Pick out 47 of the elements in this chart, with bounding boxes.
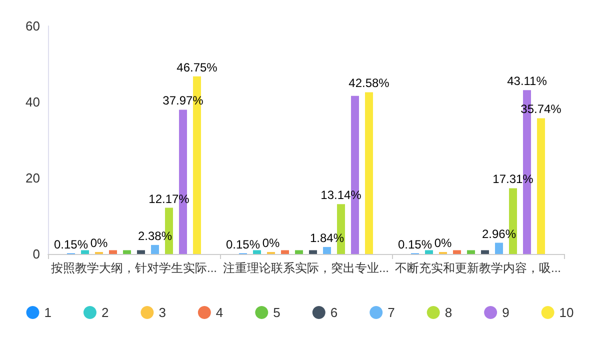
x-tick-label: 注重理论联系实际，突出专业... bbox=[222, 261, 390, 275]
data-label: 0% bbox=[434, 236, 452, 250]
legend-label: 1 bbox=[44, 305, 52, 320]
legend-label: 3 bbox=[158, 305, 166, 320]
data-label: 12.17% bbox=[148, 192, 190, 206]
legend-label: 7 bbox=[388, 305, 395, 320]
data-label: 0% bbox=[262, 236, 280, 250]
bar bbox=[323, 247, 331, 254]
bar bbox=[109, 250, 117, 254]
bar bbox=[295, 250, 303, 254]
bar bbox=[151, 244, 159, 254]
bar bbox=[81, 250, 89, 254]
legend-label: 5 bbox=[273, 305, 280, 320]
legend-label: 10 bbox=[559, 305, 574, 320]
bar bbox=[481, 250, 489, 254]
x-tick-label: 不断充实和更新教学内容，吸... bbox=[394, 261, 562, 275]
x-tick-label: 按照教学大纲，针对学生实际... bbox=[50, 261, 218, 275]
data-label: 35.74% bbox=[520, 102, 562, 116]
data-label: 0% bbox=[90, 236, 108, 250]
data-label: 43.11% bbox=[507, 74, 548, 88]
data-label: 0.15% bbox=[226, 237, 260, 252]
legend-label: 6 bbox=[330, 305, 338, 320]
data-label: 17.31% bbox=[492, 172, 534, 186]
y-tick-label: 0 bbox=[32, 246, 40, 262]
legend-label: 8 bbox=[444, 305, 452, 320]
y-tick-label: 40 bbox=[26, 94, 40, 110]
y-tick-label: 60 bbox=[26, 18, 40, 34]
bar bbox=[537, 118, 545, 254]
data-label: 0.15% bbox=[54, 237, 88, 252]
data-label: 46.75% bbox=[176, 60, 218, 74]
legend-label: 4 bbox=[216, 305, 224, 320]
data-label: 42.58% bbox=[348, 76, 390, 90]
bar bbox=[253, 250, 261, 254]
data-label: 13.14% bbox=[320, 188, 362, 202]
bar bbox=[453, 250, 461, 254]
legend-label: 9 bbox=[502, 305, 510, 320]
bar bbox=[123, 250, 131, 254]
bar bbox=[137, 250, 145, 254]
bar bbox=[495, 242, 503, 254]
y-tick-label: 20 bbox=[26, 170, 40, 186]
legend-label: 2 bbox=[101, 305, 109, 320]
bar bbox=[467, 250, 475, 254]
bar bbox=[425, 250, 433, 254]
data-label: 0.15% bbox=[398, 237, 432, 252]
bar bbox=[365, 92, 373, 254]
bar bbox=[309, 250, 317, 254]
bar bbox=[281, 250, 289, 254]
